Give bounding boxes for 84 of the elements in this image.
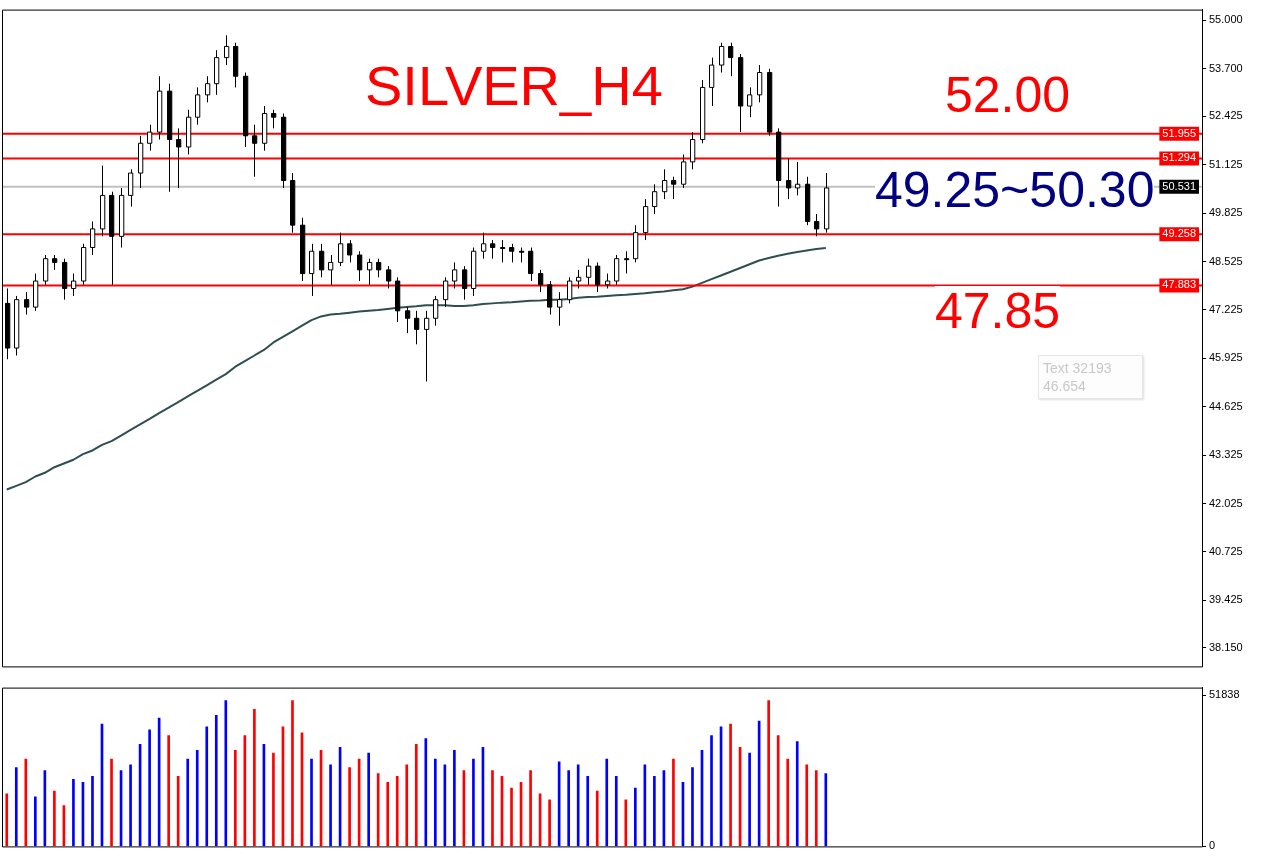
ref-line-label: 49.258: [1162, 227, 1197, 240]
bar: [691, 767, 694, 847]
y-tick-label: 52.425: [1209, 109, 1243, 122]
bar: [310, 758, 313, 847]
bar: [614, 776, 618, 847]
bar: [367, 752, 370, 847]
y-tick-label: 44.625: [1209, 399, 1243, 412]
bar: [348, 767, 351, 847]
bar: [767, 700, 770, 847]
ref-line-label: 47.883: [1162, 278, 1197, 291]
bar: [595, 790, 599, 847]
bar: [53, 790, 56, 847]
y-tick-label: 48.525: [1209, 254, 1243, 267]
bar: [776, 735, 780, 847]
bar: [805, 764, 809, 847]
y-tick-label: 51838: [1209, 688, 1240, 701]
y-tick-label: 43.325: [1209, 448, 1243, 461]
bar: [291, 700, 294, 847]
bar: [710, 735, 713, 847]
bar: [272, 752, 275, 847]
bar: [405, 764, 409, 847]
bar: [214, 714, 218, 847]
bar: [824, 773, 828, 847]
bar: [653, 776, 656, 847]
bar: [786, 758, 790, 847]
text: SILVER_H4: [365, 54, 663, 117]
y-tick-label: 51.125: [1209, 157, 1243, 170]
bar: [167, 735, 170, 847]
bar: [329, 764, 332, 847]
bar: [195, 749, 199, 847]
ref-line-label: 50.531: [1162, 179, 1197, 192]
y-tick-label: 38.150: [1209, 640, 1243, 653]
bar: [148, 729, 151, 847]
bar: [576, 764, 580, 847]
ref-line-label: 51.955: [1162, 126, 1197, 139]
bar: [567, 770, 570, 847]
bar: [376, 773, 380, 847]
bar: [729, 723, 732, 847]
bar: [548, 799, 551, 847]
bar: [395, 776, 399, 847]
bar: [224, 700, 228, 847]
bar: [586, 776, 590, 847]
bar: [205, 726, 209, 847]
bar: [414, 744, 418, 847]
bar: [453, 749, 456, 847]
y-tick-label: 55.000: [1209, 13, 1243, 26]
bar: [176, 776, 180, 847]
annotation: 52.00: [945, 67, 1071, 123]
bar: [748, 752, 751, 847]
y-tick-label: 0: [1209, 839, 1216, 852]
bar: [424, 738, 428, 847]
bar: [634, 787, 637, 847]
bar: [5, 793, 9, 847]
bar: [234, 749, 237, 847]
y-tick-label: 39.425: [1209, 593, 1243, 606]
y-tick-label: 45.925: [1209, 351, 1243, 364]
bar: [624, 799, 628, 847]
y-tick-label: 42.025: [1209, 496, 1243, 509]
bar: [434, 758, 437, 847]
y-tick-label: 53.700: [1209, 61, 1243, 74]
bar: [386, 781, 390, 847]
ref-line-label: 51.294: [1162, 151, 1197, 164]
bar: [186, 758, 190, 847]
bar: [605, 758, 609, 847]
bar: [34, 796, 37, 847]
bar: [795, 741, 799, 847]
y-tick-label: 40.725: [1209, 544, 1243, 557]
bar: [814, 770, 818, 847]
bar: [110, 758, 113, 847]
annotation: 47.85: [935, 283, 1061, 339]
y-tick-label: 47.225: [1209, 302, 1243, 315]
bar: [672, 758, 675, 847]
bar: [129, 764, 132, 847]
bar: [91, 776, 94, 847]
bar: [510, 787, 513, 847]
annotation: 49.25~50.30: [875, 162, 1155, 218]
y-tick-label: 49.825: [1209, 206, 1243, 219]
bar: [529, 770, 532, 847]
bar: [491, 770, 494, 847]
bar: [14, 767, 18, 847]
bar: [72, 779, 75, 847]
bar: [253, 709, 256, 847]
bar: [24, 758, 28, 847]
bar: [472, 758, 475, 847]
